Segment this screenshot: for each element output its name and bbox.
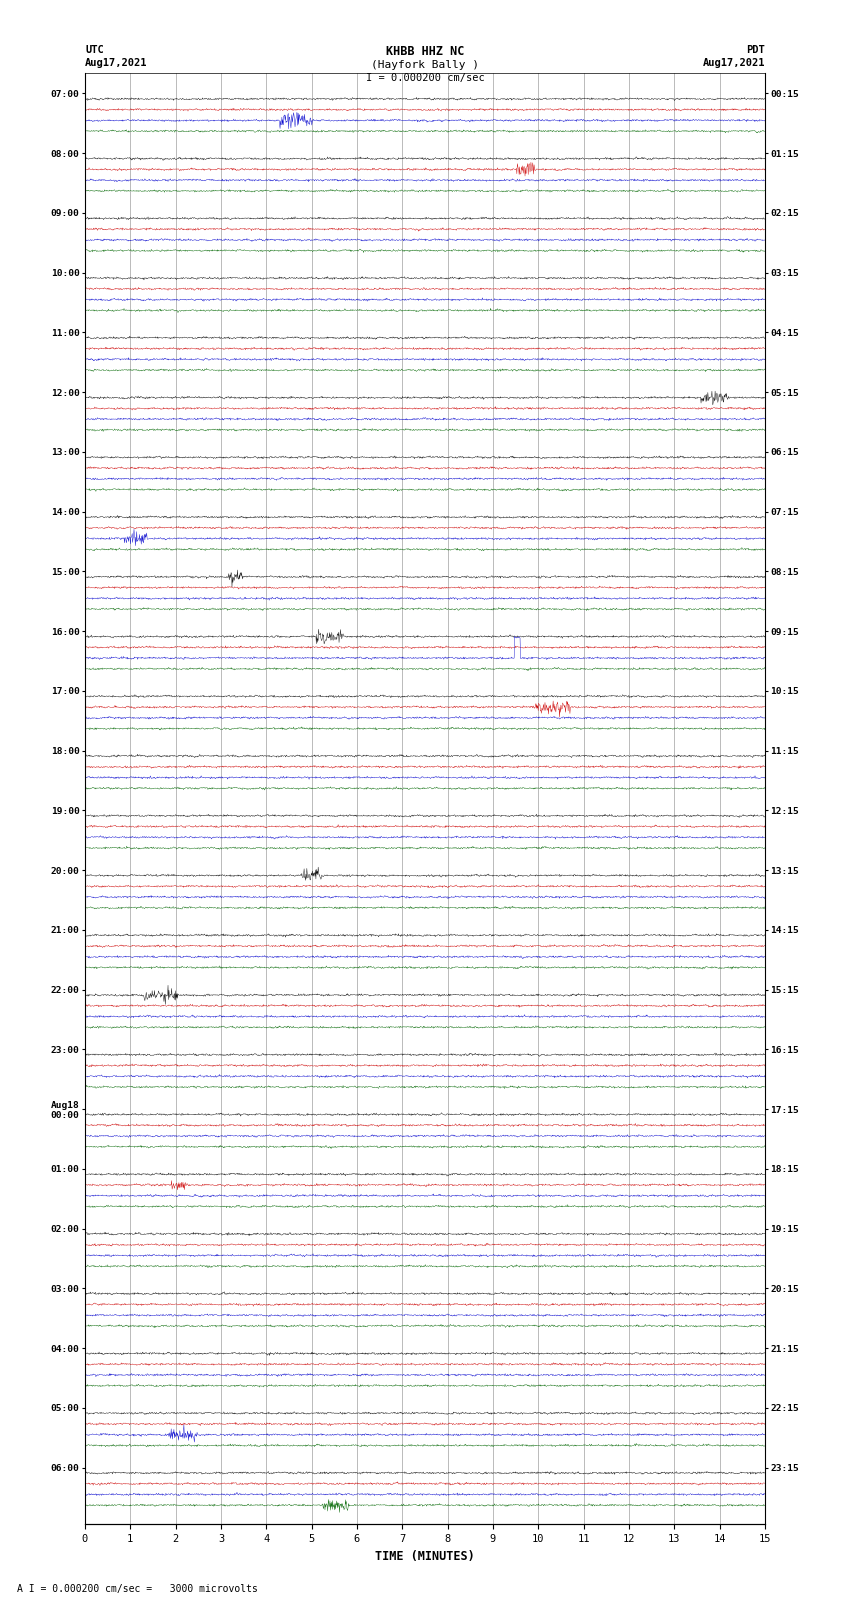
Text: A I = 0.000200 cm/sec =   3000 microvolts: A I = 0.000200 cm/sec = 3000 microvolts — [17, 1584, 258, 1594]
Text: (Hayfork Bally ): (Hayfork Bally ) — [371, 60, 479, 69]
Text: Aug17,2021: Aug17,2021 — [702, 58, 765, 68]
Text: Aug17,2021: Aug17,2021 — [85, 58, 148, 68]
Text: I = 0.000200 cm/sec: I = 0.000200 cm/sec — [366, 73, 484, 82]
Text: KHBB HHZ NC: KHBB HHZ NC — [386, 45, 464, 58]
X-axis label: TIME (MINUTES): TIME (MINUTES) — [375, 1550, 475, 1563]
Text: UTC: UTC — [85, 45, 104, 55]
Text: PDT: PDT — [746, 45, 765, 55]
